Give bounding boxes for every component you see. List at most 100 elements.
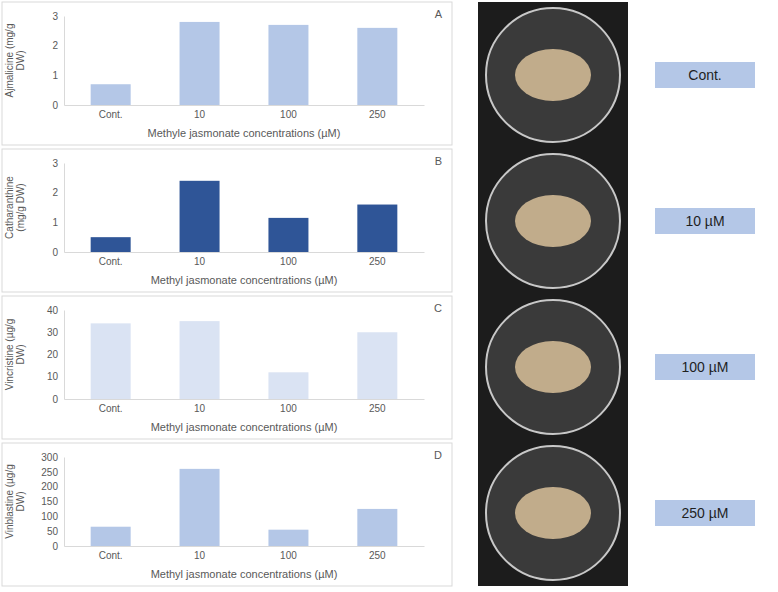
tick: Cont. (99, 546, 123, 561)
tick-label: 0 (52, 100, 58, 111)
panel-frame (2, 296, 452, 439)
root-culture (515, 49, 591, 101)
tick-label: 1 (52, 70, 58, 81)
axis-title: Methyl jasmonate concentrations (µM) (151, 274, 338, 286)
tick: 1 (52, 217, 64, 228)
tick: 300 (41, 452, 64, 463)
panel-letter: D (434, 449, 442, 461)
axis-line (65, 105, 425, 106)
tick: 10 (47, 371, 64, 382)
tick-label: 100 (280, 403, 297, 414)
tick: 250 (369, 399, 386, 414)
tick-label: 250 (369, 403, 386, 414)
petri-dish (486, 154, 620, 288)
x-axis: Cont. 10 100 250 (65, 399, 425, 414)
tick-label: 100 (280, 550, 297, 561)
tick: 250 (369, 105, 386, 120)
axis-line (64, 164, 65, 253)
panel-frame (2, 149, 452, 292)
photo-column (478, 2, 628, 586)
tick-label: 150 (41, 496, 58, 507)
chart-panel: 0 1 2 3 Cont. 10 100 250 Methyl jasmonate concen… (2, 149, 452, 292)
tick-label: Cont. (99, 109, 123, 120)
tick-label: 50 (47, 526, 59, 537)
tick-label: 10 (47, 371, 59, 382)
tick: 40 (47, 305, 64, 316)
root-culture (515, 487, 591, 539)
tick: 20 (47, 349, 64, 360)
tick-label: 2 (52, 40, 58, 51)
root-culture (515, 195, 591, 247)
root-culture (515, 341, 591, 393)
tick-label: 20 (47, 349, 59, 360)
tick: 0 (52, 541, 64, 552)
tick-label: 100 (280, 109, 297, 120)
tick: 10 (194, 546, 206, 561)
axis-line (64, 458, 65, 547)
plot-area: 0 1 2 3 Cont. 10 100 250 (52, 158, 424, 267)
bar (357, 28, 397, 105)
tick-label: 10 (194, 403, 206, 414)
y-axis: 0 1 2 3 (52, 11, 64, 111)
bar (91, 237, 131, 252)
petri-dish (486, 446, 620, 580)
tick-label: 2 (52, 187, 58, 198)
tick: 250 (41, 467, 64, 478)
x-axis: Cont. 10 100 250 (65, 252, 425, 267)
tick-label: 40 (47, 305, 59, 316)
tick-label: 1 (52, 217, 58, 228)
y-axis: 0 50 100 150 200 250 300 (41, 452, 64, 552)
bar (268, 530, 308, 546)
tick: 3 (52, 11, 64, 22)
plot-area: 0 50 100 150 200 250 300 Cont. 10 100 250 (41, 452, 424, 561)
tick: 0 (52, 100, 64, 111)
x-axis: Cont. 10 100 250 (65, 105, 425, 120)
tick: 10 (194, 105, 206, 120)
bar (268, 372, 308, 399)
petri-dish (486, 8, 620, 142)
axis-line (64, 17, 65, 106)
petri-dish (486, 300, 620, 434)
label-box (655, 62, 755, 88)
tick: Cont. (99, 399, 123, 414)
panel-label: 250 µM (682, 505, 729, 521)
tick-label: 100 (41, 511, 58, 522)
plot-area: 0 1 2 3 Cont. 10 100 250 (52, 11, 424, 120)
tick-label: 10 (194, 109, 206, 120)
tick-label: 250 (369, 256, 386, 267)
bar (91, 527, 131, 546)
label-box (655, 500, 755, 526)
tick: Cont. (99, 105, 123, 120)
tick: 0 (52, 394, 64, 405)
x-axis: Cont. 10 100 250 (65, 546, 425, 561)
label-box (655, 208, 755, 234)
tick: 200 (41, 481, 64, 492)
bar (180, 469, 220, 546)
tick-label: 0 (52, 394, 58, 405)
axis-title: Methyl jasmonate concentrations (µM) (151, 421, 338, 433)
tick-label: 250 (369, 550, 386, 561)
tick-label: 10 (194, 550, 206, 561)
tick: 1 (52, 70, 64, 81)
tick-label: 100 (280, 256, 297, 267)
axis-title: Catharanthine(mg/g DW) (4, 176, 26, 239)
axis-line (65, 252, 425, 253)
photo-background (478, 2, 628, 586)
tick: 10 (194, 252, 206, 267)
bars (91, 181, 398, 252)
panel-letter: A (435, 8, 443, 20)
chart-panel: 050100150200250300Cont.10100250Methyl ja… (2, 443, 452, 586)
tick: 3 (52, 158, 64, 169)
tick: 0 (52, 247, 64, 258)
panel-label: Cont. (688, 67, 721, 83)
y-axis: 010203040 (47, 305, 65, 405)
tick: 2 (52, 187, 64, 198)
chart-panel: 0123Cont.10100250Methyle jasmonate conce… (2, 2, 452, 145)
tick: Cont. (99, 252, 123, 267)
tick: 150 (41, 496, 64, 507)
bar (357, 332, 397, 399)
label-box (655, 354, 755, 380)
tick: 250 (369, 252, 386, 267)
tick: 2 (52, 40, 64, 51)
y-axis: 0 1 2 3 (52, 158, 64, 258)
